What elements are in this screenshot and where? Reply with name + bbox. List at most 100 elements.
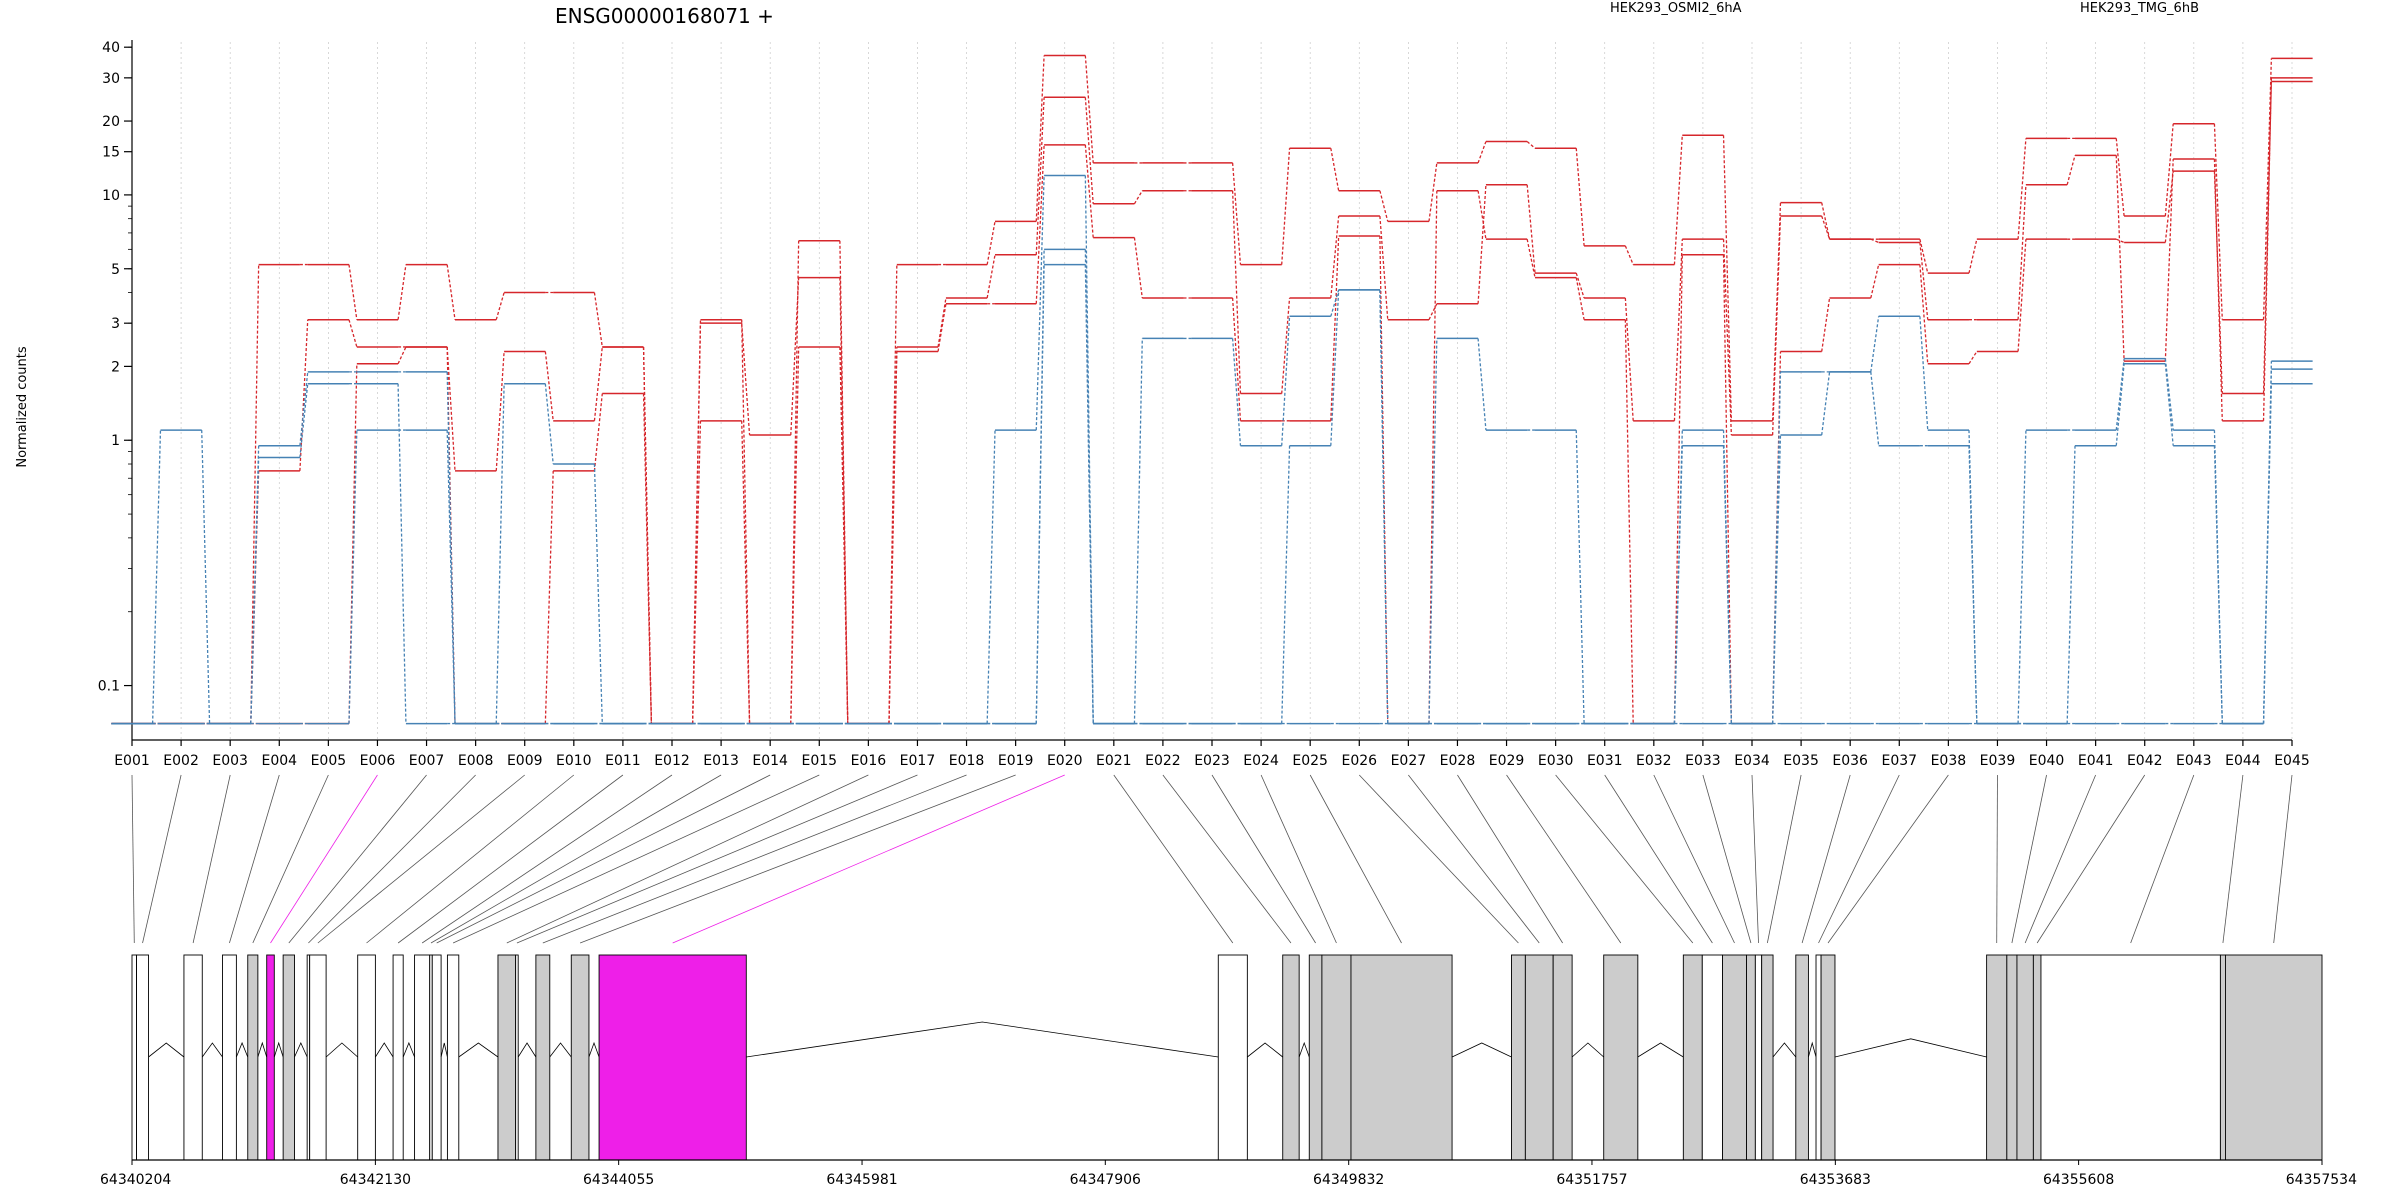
connector-E006 — [270, 774, 378, 944]
x-tick-label-E025: E025 — [1292, 753, 1328, 769]
series-5-link — [446, 430, 456, 724]
exon-box-E038 — [1820, 954, 1836, 1161]
series-0-link — [1281, 148, 1291, 265]
y-tick-label: 10 — [102, 188, 120, 204]
series-1-link — [593, 346, 603, 421]
series-3-link — [1771, 371, 1782, 724]
connector-E009 — [317, 774, 525, 944]
series-1-link — [446, 346, 456, 471]
series-5-link — [2262, 383, 2273, 724]
series-3-link — [1330, 289, 1340, 317]
series-2-link — [1330, 235, 1340, 421]
connector-E023 — [1211, 774, 1316, 944]
series-2-link — [1035, 144, 1045, 304]
connector-E018 — [542, 774, 967, 944]
x-tick-label-E010: E010 — [556, 753, 592, 769]
x-tick-label-E008: E008 — [458, 753, 494, 769]
series-5 — [111, 263, 2313, 725]
series-1-link — [2017, 184, 2027, 320]
exon-box-E040 — [2006, 954, 2018, 1161]
exon-box-E027 — [1524, 954, 1554, 1161]
x-tick-label-E036: E036 — [1832, 753, 1868, 769]
series-1-link — [1379, 215, 1389, 320]
exon-box-E042 — [2032, 954, 2042, 1161]
x-tick-label-E001: E001 — [114, 753, 150, 769]
series-2-link — [839, 346, 849, 724]
exon-box-E037 — [1815, 954, 1822, 1161]
x-tick-label-E029: E029 — [1489, 753, 1525, 769]
series-2-link — [1477, 190, 1487, 240]
connector-E041 — [2024, 774, 2097, 944]
connector-E011 — [397, 774, 624, 944]
series-1-link — [1330, 215, 1340, 299]
exon-box-E032 — [1722, 954, 1747, 1161]
series-4-link — [1379, 289, 1389, 724]
series-0-link — [1477, 141, 1487, 164]
series-3-link — [544, 383, 554, 465]
series-1-link — [1281, 297, 1291, 394]
series-3-link — [1575, 430, 1585, 724]
exon-box-E033 — [1746, 954, 1756, 1161]
series-3-link — [151, 430, 162, 724]
connector-E020 — [672, 774, 1065, 944]
intron-E014 — [440, 1042, 448, 1058]
x-tick-label-E043: E043 — [2176, 753, 2212, 769]
exon-box-E011 — [392, 954, 404, 1161]
series-3-link — [1477, 338, 1487, 431]
exon-box-E023 — [1308, 954, 1323, 1161]
exon-box-E028 — [1552, 954, 1573, 1161]
series-0-link — [1722, 135, 1733, 421]
series-2-link — [1821, 297, 1831, 352]
genomic-tick-label: 64355608 — [2043, 1172, 2114, 1188]
series-0-link — [1624, 245, 1634, 265]
series-0-link — [1968, 239, 1978, 274]
intron-E036 — [1808, 1041, 1817, 1058]
x-tick-label-E002: E002 — [163, 753, 199, 769]
series-2-link — [1133, 237, 1143, 299]
x-tick-label-E037: E037 — [1881, 753, 1917, 769]
series-0-link — [1379, 190, 1389, 222]
genomic-tick-label: 64344055 — [583, 1172, 654, 1188]
series-1-link — [642, 346, 653, 724]
x-tick-label-E023: E023 — [1194, 753, 1230, 769]
series-3-link — [1870, 316, 1880, 372]
exon-box-E009 — [309, 954, 327, 1161]
genomic-tick-label: 64340204 — [100, 1172, 171, 1188]
series-4-link — [1771, 435, 1782, 724]
exon-box-E018 — [535, 954, 551, 1161]
exon-box-E014 — [431, 954, 442, 1161]
genomic-tick-label: 64357534 — [2286, 1172, 2357, 1188]
series-0-link — [1919, 239, 1929, 274]
exon-grid — [131, 42, 2293, 740]
intron-E017 — [517, 1042, 537, 1058]
series-1-link — [2262, 77, 2273, 421]
series-1-link — [937, 297, 947, 348]
x-tick-label-E042: E042 — [2127, 753, 2163, 769]
exon-box-E022 — [1282, 954, 1300, 1161]
series-2-link — [397, 346, 407, 365]
series-2-link — [1968, 351, 1978, 365]
y-tick-label: 15 — [102, 145, 120, 161]
exon-box-E016 — [497, 954, 517, 1161]
series-2-link — [1575, 277, 1585, 320]
exon-box-E001 — [131, 954, 137, 1161]
series-2-link — [937, 303, 947, 352]
series-2-link — [741, 420, 751, 724]
series-0-link — [1428, 162, 1438, 222]
intron-E025 — [1451, 1042, 1512, 1058]
intron-E038 — [1834, 1038, 1987, 1058]
x-tick-label-E027: E027 — [1391, 753, 1427, 769]
series-3-link — [201, 430, 211, 724]
series-1-link — [1624, 297, 1634, 421]
series-4-link — [1968, 445, 1978, 724]
y-axis: 0.1 1 2 3 5 10 15 20 30 40 — [98, 40, 133, 740]
intron-E020 — [746, 1021, 1219, 1058]
x-tick-label-E012: E012 — [654, 753, 690, 769]
connector-E032 — [1653, 774, 1735, 944]
x-tick-label-E021: E021 — [1096, 753, 1132, 769]
series-1-link — [1428, 303, 1438, 320]
series-1-link — [348, 319, 358, 348]
x-tick-label-E017: E017 — [900, 753, 936, 769]
y-tick-label: 5 — [111, 262, 120, 278]
